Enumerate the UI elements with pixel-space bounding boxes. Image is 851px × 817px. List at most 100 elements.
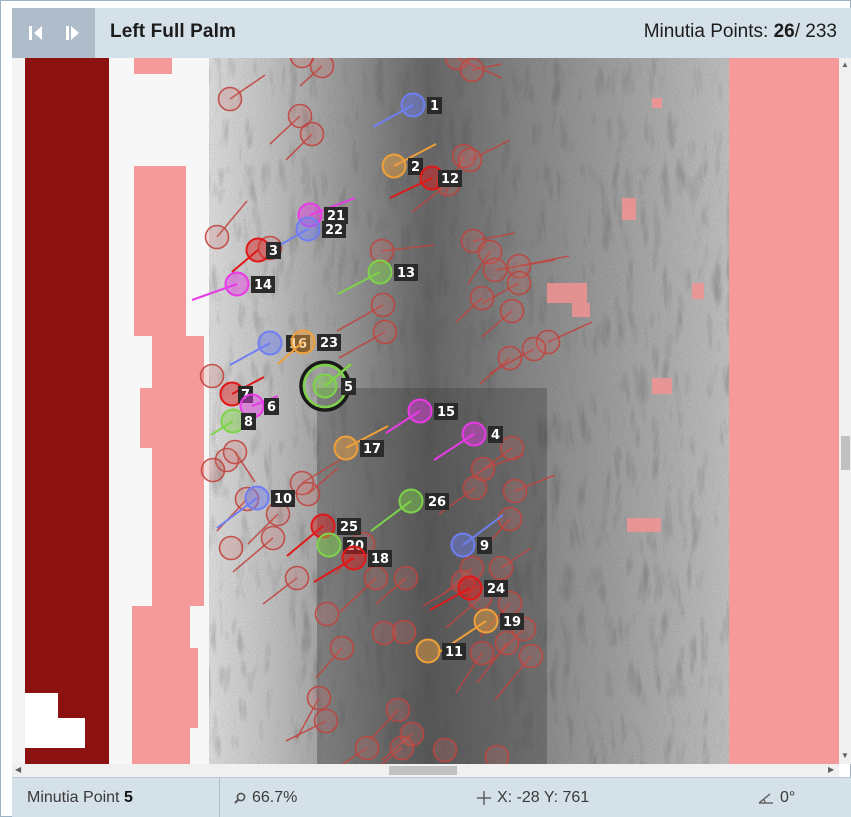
minutia-point-1[interactable]: 1 xyxy=(372,92,442,128)
minutia-point-unlabeled[interactable] xyxy=(315,635,355,679)
zoom-readout[interactable]: 66.7% xyxy=(234,778,297,817)
minutia-point-11[interactable]: 11 xyxy=(415,638,467,664)
minutia-point-unlabeled[interactable] xyxy=(247,501,291,545)
minutia-point-unlabeled[interactable] xyxy=(506,253,570,279)
horizontal-scroll-thumb[interactable] xyxy=(389,766,457,775)
quality-mask-dark xyxy=(25,58,109,764)
status-divider xyxy=(219,778,220,817)
minutia-point-unlabeled[interactable] xyxy=(494,643,544,701)
unselected-minutiae-layer xyxy=(199,58,593,765)
minutia-point-unlabeled[interactable] xyxy=(372,735,415,765)
minutia-label: 21 xyxy=(327,209,345,224)
minutia-point-unlabeled[interactable] xyxy=(218,535,244,561)
minutia-point-unlabeled[interactable] xyxy=(217,74,266,112)
minutia-point-20[interactable]: 20 xyxy=(316,532,368,558)
minutia-point-unlabeled[interactable] xyxy=(262,565,310,605)
minutia-point-unlabeled[interactable] xyxy=(455,285,495,323)
minutia-point-unlabeled[interactable] xyxy=(369,238,435,264)
minutia-point-unlabeled[interactable] xyxy=(222,439,256,483)
vertical-scrollbar[interactable]: ▲ ▼ xyxy=(839,58,851,764)
palm-image-viewer[interactable]: 1 2 12 21 22 3 13 14 16 23 5 7 6 8 15 4 17 10 26 25 20 18 9 24 1… xyxy=(12,58,839,764)
minutia-point-unlabeled[interactable] xyxy=(337,735,380,765)
scroll-right-arrow-icon[interactable]: ▶ xyxy=(828,765,835,774)
minutia-point-15[interactable]: 15 xyxy=(385,398,458,434)
minutia-point-unlabeled[interactable] xyxy=(336,292,396,332)
minutia-point-unlabeled[interactable] xyxy=(502,474,556,504)
minutia-count: Minutia Points: 26/ 233 xyxy=(644,21,837,43)
minutia-point-2[interactable]: 2 xyxy=(381,143,437,179)
minutia-point-unlabeled[interactable] xyxy=(391,619,417,645)
minutia-point-unlabeled[interactable] xyxy=(455,640,495,694)
minutia-point-4[interactable]: 4 xyxy=(433,421,503,461)
minutia-point-unlabeled[interactable] xyxy=(296,685,332,739)
minutia-label: 4 xyxy=(491,428,500,443)
minutia-point-25[interactable]: 25 xyxy=(286,513,361,557)
minutia-point-18[interactable]: 18 xyxy=(313,545,392,583)
minutia-point-unlabeled[interactable] xyxy=(369,697,411,741)
minutia-point-unlabeled[interactable] xyxy=(289,58,333,69)
vertical-scroll-thumb[interactable] xyxy=(841,436,850,470)
minutia-point-unlabeled[interactable] xyxy=(432,737,458,763)
minutia-label: 22 xyxy=(325,223,343,238)
minutia-point-17[interactable]: 17 xyxy=(333,425,389,461)
minutia-point-unlabeled[interactable] xyxy=(375,565,419,605)
angle-readout: 0° xyxy=(758,778,795,817)
scroll-down-arrow-icon[interactable]: ▼ xyxy=(841,751,849,760)
minutia-point-unlabeled[interactable] xyxy=(314,601,340,627)
minutia-point-unlabeled[interactable] xyxy=(216,486,260,532)
minutia-label: 9 xyxy=(480,539,489,554)
minutia-point-13[interactable]: 13 xyxy=(337,259,418,295)
minutia-point-unlabeled[interactable] xyxy=(269,103,313,145)
minutia-label: 23 xyxy=(320,336,338,351)
scroll-left-arrow-icon[interactable]: ◀ xyxy=(15,765,22,774)
minutia-point-23[interactable]: 23 xyxy=(277,329,341,365)
minutia-point-3[interactable]: 3 xyxy=(231,237,281,273)
minutia-point-unlabeled[interactable] xyxy=(481,298,525,338)
scroll-up-arrow-icon[interactable]: ▲ xyxy=(841,60,849,69)
quality-mask-right xyxy=(729,58,839,764)
minutia-point-unlabeled[interactable] xyxy=(371,620,397,646)
minutia-point-26[interactable]: 26 xyxy=(370,488,449,532)
selected-point-value: 5 xyxy=(123,789,133,806)
skip-previous-icon[interactable] xyxy=(26,24,46,42)
minutia-point-unlabeled[interactable] xyxy=(459,58,503,83)
minutia-point-10[interactable]: 10 xyxy=(216,485,295,529)
minutia-point-14[interactable]: 14 xyxy=(191,271,275,301)
zoom-value: 66.7% xyxy=(252,789,298,806)
minutia-point-unlabeled[interactable] xyxy=(289,458,343,496)
minutia-label: 6 xyxy=(267,400,276,415)
minutia-point-9[interactable]: 9 xyxy=(450,514,504,558)
scan-blank-1 xyxy=(25,693,58,748)
quality-mask-left xyxy=(132,58,204,764)
minutia-point-unlabeled[interactable] xyxy=(484,744,510,765)
minutia-point-unlabeled[interactable] xyxy=(489,336,547,374)
minutia-point-unlabeled[interactable] xyxy=(232,525,286,573)
minutia-point-unlabeled[interactable] xyxy=(488,547,532,581)
minutia-label: 25 xyxy=(340,520,358,535)
minutia-label: 1 xyxy=(430,99,439,114)
minutia-point-unlabeled[interactable] xyxy=(299,58,335,87)
skip-next-icon[interactable] xyxy=(62,24,82,42)
minutia-point-unlabeled[interactable] xyxy=(285,121,325,161)
minutia-point-unlabeled[interactable] xyxy=(443,555,485,595)
minutia-point-unlabeled[interactable] xyxy=(199,363,225,389)
minutia-point-unlabeled[interactable] xyxy=(285,708,339,742)
minutia-point-unlabeled[interactable] xyxy=(476,630,520,684)
coordinates-value: X: -28 Y: 761 xyxy=(497,789,590,806)
minutia-point-12[interactable]: 12 xyxy=(389,165,462,199)
minutia-point-unlabeled[interactable] xyxy=(457,139,511,173)
minutia-point-unlabeled[interactable] xyxy=(535,321,593,355)
minutia-point-5[interactable]: 5 xyxy=(299,360,356,412)
minutia-label: 14 xyxy=(254,278,272,293)
minutia-label: 2 xyxy=(411,160,420,175)
minutia-point-8[interactable]: 8 xyxy=(210,408,256,436)
minutia-point-unlabeled[interactable] xyxy=(200,457,226,483)
minutia-point-unlabeled[interactable] xyxy=(482,270,532,304)
minutia-point-24[interactable]: 24 xyxy=(429,575,508,611)
horizontal-scrollbar[interactable]: ◀ ▶ xyxy=(12,764,839,777)
minutia-point-unlabeled[interactable] xyxy=(460,228,516,254)
minutia-point-unlabeled[interactable] xyxy=(295,467,339,507)
minutia-point-unlabeled[interactable] xyxy=(338,319,398,359)
minutia-point-unlabeled[interactable] xyxy=(204,200,248,250)
